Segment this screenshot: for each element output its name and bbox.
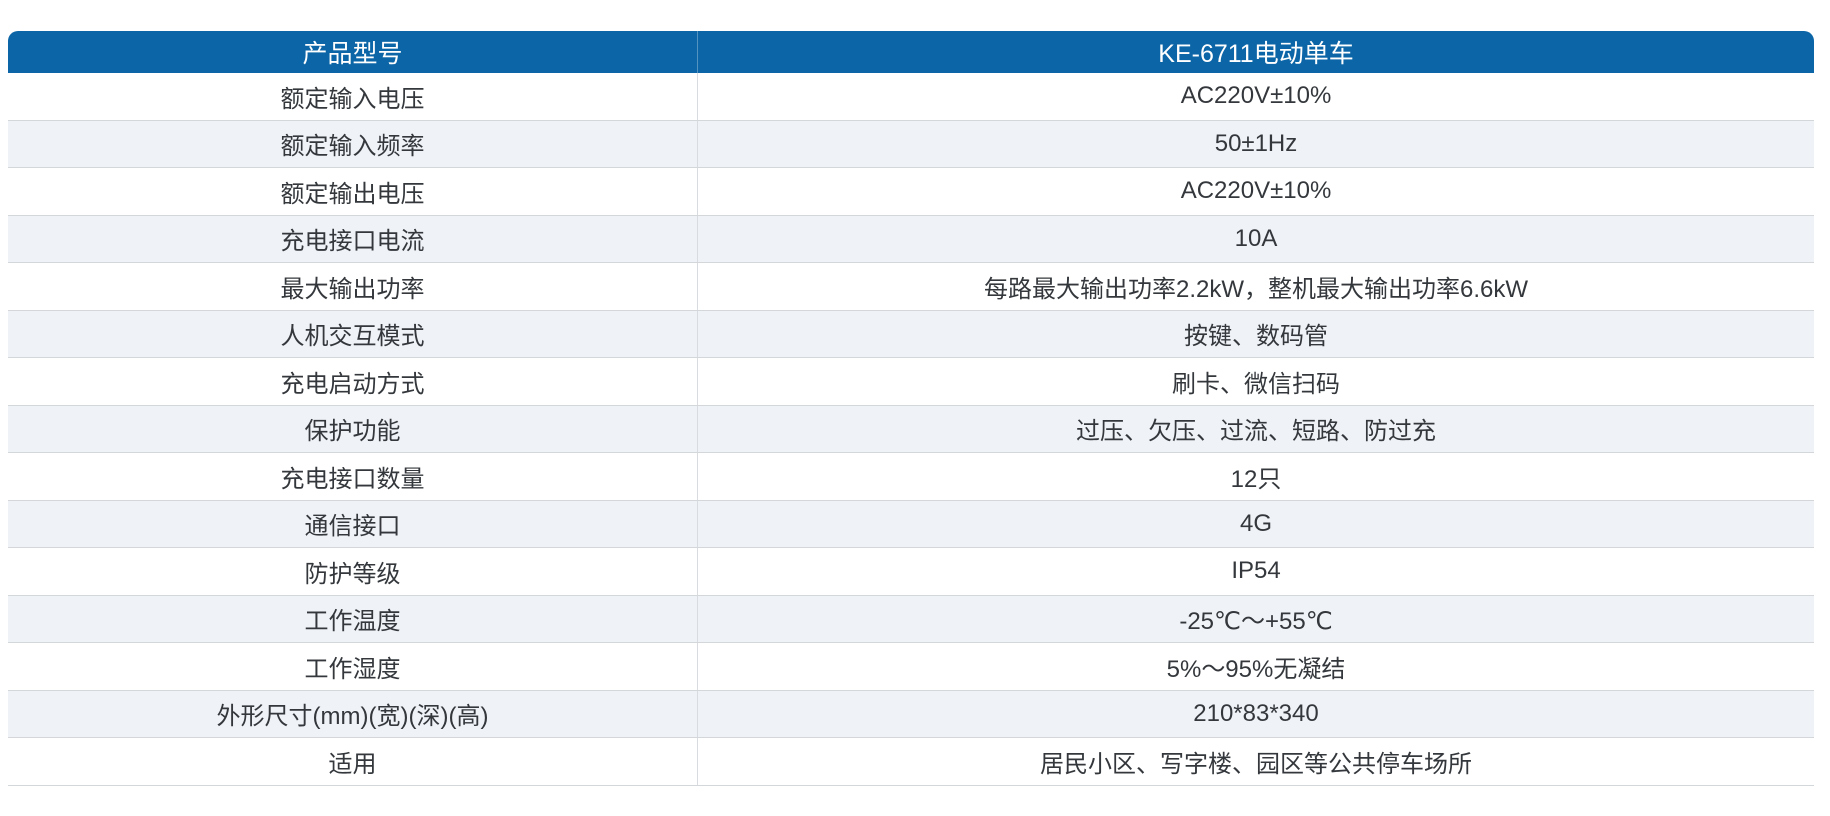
spec-value: 4G	[1239, 509, 1272, 537]
header-value-cell: KE-6711电动单车	[1158, 40, 1354, 68]
table-row: 充电接口电流 10A	[8, 215, 1814, 263]
spec-value: 12只	[1230, 465, 1282, 493]
table-row: 充电接口数量 12只	[8, 453, 1814, 501]
spec-value: 刷卡、微信扫码	[1172, 370, 1340, 398]
spec-label: 最大输出功率	[8, 263, 698, 310]
spec-label: 工作温度	[8, 595, 698, 642]
table-body: 额定输入电压 AC220V±10% 额定输入频率 50±1Hz 额定输出电压 A…	[8, 73, 1814, 786]
spec-label: 适用	[8, 738, 698, 785]
table-row: 工作湿度 5%～95%无凝结	[8, 643, 1814, 691]
header-label-cell: 产品型号	[8, 31, 698, 73]
spec-label: 额定输入频率	[8, 120, 698, 167]
spec-label: 充电接口电流	[8, 215, 698, 262]
product-spec-table: 产品型号 KE-6711电动单车 额定输入电压 AC220V±10% 额定输入频…	[8, 31, 1814, 786]
table-row: 工作温度 -25℃～+55℃	[8, 595, 1814, 643]
spec-value: 每路最大输出功率2.2kW，整机最大输出功率6.6kW	[983, 275, 1529, 303]
spec-value: AC220V±10%	[1180, 177, 1332, 205]
spec-value: 50±1Hz	[1214, 129, 1298, 157]
spec-label: 额定输出电压	[8, 168, 698, 215]
table-row: 通信接口 4G	[8, 500, 1814, 548]
table-row: 防护等级 IP54	[8, 548, 1814, 596]
table-row: 充电启动方式 刷卡、微信扫码	[8, 358, 1814, 406]
table-row: 适用 居民小区、写字楼、园区等公共停车场所	[8, 738, 1814, 786]
spec-label: 充电启动方式	[8, 358, 698, 405]
spec-label: 通信接口	[8, 500, 698, 547]
spec-value: -25℃～+55℃	[1179, 608, 1333, 636]
spec-label: 保护功能	[8, 405, 698, 452]
table-row: 额定输出电压 AC220V±10%	[8, 168, 1814, 216]
table-row: 额定输入电压 AC220V±10%	[8, 73, 1814, 121]
spec-label: 额定输入电压	[8, 73, 698, 120]
table-row: 最大输出功率 每路最大输出功率2.2kW，整机最大输出功率6.6kW	[8, 263, 1814, 311]
table-row: 额定输入频率 50±1Hz	[8, 120, 1814, 168]
spec-value: 210*83*340	[1193, 699, 1319, 727]
spec-value: AC220V±10%	[1180, 82, 1332, 110]
spec-label: 人机交互模式	[8, 310, 698, 357]
table-row: 外形尺寸(mm)(宽)(深)(高) 210*83*340	[8, 690, 1814, 738]
spec-label: 防护等级	[8, 548, 698, 595]
spec-value: 居民小区、写字楼、园区等公共停车场所	[1040, 750, 1472, 778]
spec-label: 外形尺寸(mm)(宽)(深)(高)	[8, 690, 698, 737]
spec-label: 充电接口数量	[8, 453, 698, 500]
spec-value: 过压、欠压、过流、短路、防过充	[1076, 418, 1436, 446]
table-row: 保护功能 过压、欠压、过流、短路、防过充	[8, 405, 1814, 453]
spec-value: 5%～95%无凝结	[1166, 655, 1346, 683]
spec-value: 10A	[1234, 224, 1278, 252]
table-header-row: 产品型号 KE-6711电动单车	[8, 31, 1814, 73]
spec-value: 按键、数码管	[1184, 323, 1328, 351]
spec-value: IP54	[1231, 557, 1281, 585]
table-row: 人机交互模式 按键、数码管	[8, 310, 1814, 358]
spec-label: 工作湿度	[8, 643, 698, 690]
